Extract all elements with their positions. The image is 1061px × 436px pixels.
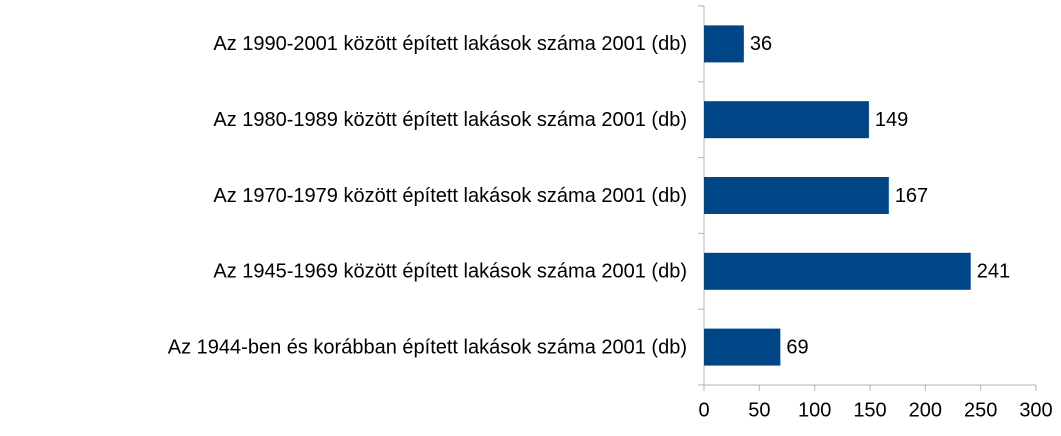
bar bbox=[704, 177, 889, 214]
bar bbox=[704, 101, 869, 139]
data-label: 241 bbox=[977, 261, 1010, 283]
x-tick-label: 150 bbox=[853, 399, 886, 421]
data-label: 69 bbox=[786, 336, 808, 358]
bar bbox=[704, 252, 971, 290]
data-label: 167 bbox=[895, 185, 928, 207]
y-tick-label: Az 1980-1989 között épített lakások szám… bbox=[213, 109, 687, 131]
y-tick-label: Az 1970-1979 között épített lakások szám… bbox=[213, 185, 687, 207]
x-tick-label: 300 bbox=[1019, 399, 1052, 421]
x-tick-label: 100 bbox=[798, 399, 831, 421]
x-tick-label: 200 bbox=[909, 399, 942, 421]
y-tick-label: Az 1945-1969 között épített lakások szám… bbox=[213, 261, 687, 283]
y-tick-label: Az 1990-2001 között épített lakások szám… bbox=[213, 33, 687, 55]
x-tick-label: 0 bbox=[698, 399, 709, 421]
bar bbox=[704, 328, 781, 366]
x-tick-label: 250 bbox=[964, 399, 997, 421]
y-tick-label: Az 1944-ben és korábban épített lakások … bbox=[168, 336, 687, 358]
x-tick-label: 50 bbox=[748, 399, 770, 421]
bar bbox=[704, 25, 744, 63]
data-label: 149 bbox=[875, 109, 908, 131]
data-label: 36 bbox=[750, 33, 772, 55]
